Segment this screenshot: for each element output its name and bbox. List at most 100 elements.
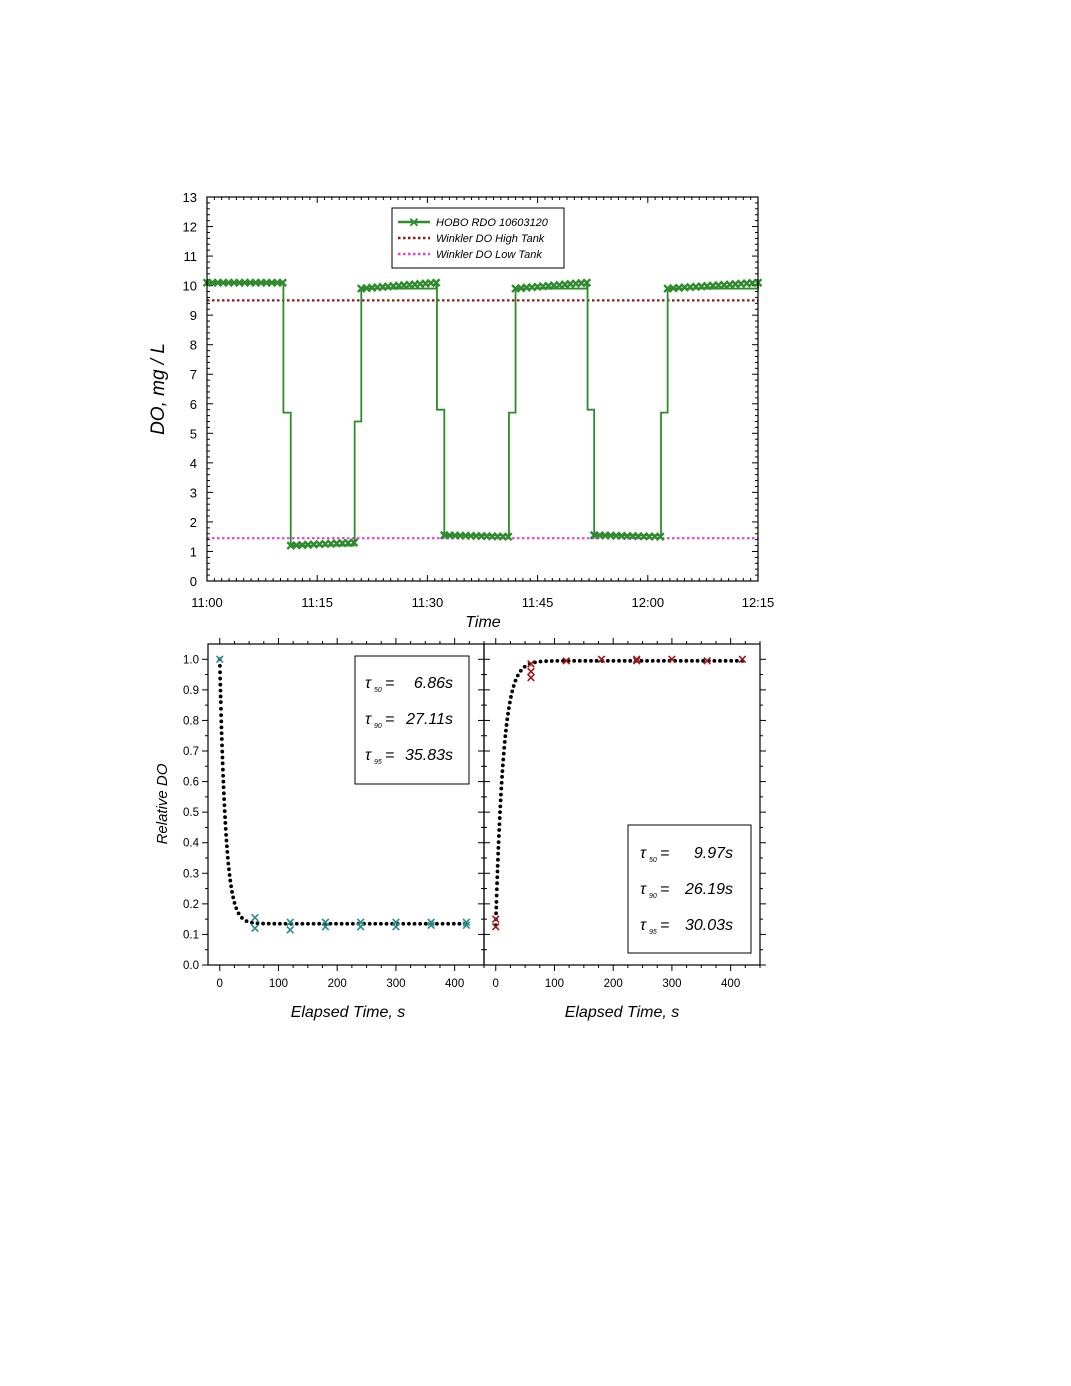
bottom-left-point-stroke-b	[286, 925, 295, 934]
bottom-left-point	[462, 921, 471, 930]
bottom-left-tau90-subscript: 90	[374, 723, 382, 730]
bottom-left-point	[215, 655, 224, 664]
bottom-right-fit-dot	[500, 774, 504, 779]
top-y-axis-label: DO, mg / L	[148, 343, 169, 435]
bottom-right-tau50-symbol: τ	[640, 845, 647, 862]
bottom-right-fit-dot	[498, 810, 502, 815]
bottom-left-y-tick-labels: 0.0 0.1 0.2 0.3 0.4 0.5 0.6 0.7 0.8 0.9 1.0	[183, 654, 200, 972]
bottom-left-fit-dot	[220, 767, 225, 772]
bottom-left-tau95-symbol: τ	[365, 747, 372, 764]
bottom-left-fit-dot	[226, 861, 231, 866]
bottom-right-point-stroke-b	[632, 656, 641, 665]
bottom-left-tau95-subscript: 95	[374, 759, 382, 766]
bottom-right-tau95-equals: =	[660, 917, 669, 934]
bottom-left-fit-dot	[306, 921, 310, 926]
bottom-left-tau50-equals: =	[385, 675, 394, 692]
bottom-left-point	[427, 921, 436, 930]
bottom-left-fit-dot	[244, 919, 249, 923]
bottom-left-points	[215, 655, 471, 934]
bottom-right-fit-dot	[501, 757, 506, 762]
bottom-right-tau90-symbol: τ	[640, 881, 647, 898]
bottom-left-x-axis-label: Elapsed Time, s	[291, 1004, 406, 1021]
bottom-left-fit-dot	[278, 921, 282, 926]
legend-label-hobo: HOBO RDO 10603120	[436, 217, 549, 229]
bottom-left-tau90-symbol: τ	[365, 711, 372, 728]
hobo-rdo-marker-stroke-b	[431, 278, 441, 288]
bottom-left-fit-dot	[401, 921, 406, 926]
bottom-right-fit-dot	[561, 658, 565, 663]
bottom-left-fit-dot	[378, 921, 383, 926]
bottom-left-fit-dot	[225, 849, 230, 854]
bottom-right-tau95-symbol: τ	[640, 917, 647, 934]
bottom-right-fit-dot	[494, 911, 498, 916]
bottom-left-fit-dot	[334, 921, 338, 926]
bottom-left-fit-dot	[219, 719, 224, 724]
bottom-right-point	[668, 655, 676, 664]
bottom-right-chart: 0 100 200 300 400 Elapsed Time, s τ 50 = 9.9…	[478, 638, 766, 1021]
bottom-right-fit-dot	[507, 700, 512, 705]
bottom-left-y-tick-label: 0.5	[183, 807, 199, 819]
bottom-right-point-stroke-b	[738, 655, 747, 664]
bottom-right-fit-dot	[510, 689, 515, 694]
top-y-tick-label: 6	[190, 397, 197, 412]
bottom-right-fit-dot	[495, 869, 500, 874]
bottom-right-fit-dot	[496, 845, 501, 850]
top-x-tick-labels: 11:00 11:15 11:30 11:45 12:00 12:15	[191, 595, 774, 610]
legend-box	[391, 207, 565, 269]
bottom-left-fit-dot	[219, 706, 223, 711]
bottom-right-fit-dot	[509, 695, 513, 699]
bottom-right-fit-dot	[549, 659, 554, 663]
hobo-rdo-marker	[503, 532, 513, 542]
bottom-right-ticks	[478, 638, 766, 971]
hobo-rdo-marker-stroke-b	[278, 278, 288, 288]
bottom-right-tau50-subscript: 50	[649, 857, 657, 864]
bottom-right-fit-dot	[622, 658, 627, 663]
bottom-right-fit-dot	[502, 740, 507, 744]
bottom-left-fit-dot	[300, 921, 305, 926]
bottom-left-fit-dot	[222, 803, 227, 808]
bottom-right-fit-dot	[701, 658, 706, 663]
bottom-left-fit-dot	[328, 921, 333, 926]
bottom-left-fit-dot	[223, 815, 227, 820]
bottom-right-fit-dot	[504, 723, 509, 727]
bottom-left-fit-dot	[224, 844, 229, 849]
bottom-right-fit-dot	[495, 875, 500, 880]
bottom-right-x-tick-label: 400	[721, 978, 740, 990]
hobo-rdo-marker	[278, 278, 288, 288]
top-x-tick-label: 11:45	[522, 595, 554, 610]
bottom-right-point-stroke-b	[597, 655, 606, 664]
bottom-left-tau90-equals: =	[385, 711, 394, 728]
bottom-right-x-tick-label: 300	[662, 978, 681, 990]
bottom-right-point	[491, 922, 500, 931]
bottom-left-x-tick-label: 100	[269, 978, 288, 990]
bottom-left-tau-box: τ 50 = 6.86s τ 90 = 27.11s τ 95 = 35.83s	[354, 655, 470, 785]
bottom-right-fit-dot	[594, 658, 599, 663]
bottom-left-fit-dot	[220, 743, 224, 748]
top-x-axis-label: Time	[465, 614, 501, 631]
bottom-right-tau50-equals: =	[660, 845, 669, 862]
bottom-left-chart: 0.0 0.1 0.2 0.3 0.4 0.5 0.6 0.7 0.8 0.9 1.0 0 100 20…	[154, 638, 490, 1021]
top-y-tick-label: 11	[184, 249, 198, 264]
bottom-right-point	[527, 673, 535, 682]
bottom-left-fit-dot	[227, 873, 232, 877]
bottom-left-fit-dot	[446, 921, 451, 926]
bottom-left-fit-dot	[219, 713, 224, 718]
bottom-left-fit-dot	[339, 921, 344, 926]
bottom-right-point-stroke-b	[527, 660, 535, 668]
bottom-right-fit-dot	[494, 887, 499, 892]
bottom-left-point-stroke-b	[286, 918, 295, 927]
bottom-right-fit-dot	[518, 668, 523, 673]
bottom-right-fit-dot	[718, 658, 722, 663]
bottom-right-fit-dot	[499, 786, 504, 791]
bottom-left-fit-dot	[219, 731, 224, 736]
bottom-right-point-stroke-b	[491, 922, 500, 931]
bottom-right-fit-dot	[639, 658, 644, 663]
bottom-left-point-stroke-b	[392, 922, 400, 931]
bottom-right-tau50-value: 9.97s	[694, 845, 733, 862]
bottom-left-fit-dot	[407, 921, 411, 926]
bottom-left-point-stroke-b	[462, 918, 471, 927]
top-y-tick-label: 1	[190, 544, 197, 559]
bottom-left-y-tick-label: 0.6	[183, 777, 199, 789]
